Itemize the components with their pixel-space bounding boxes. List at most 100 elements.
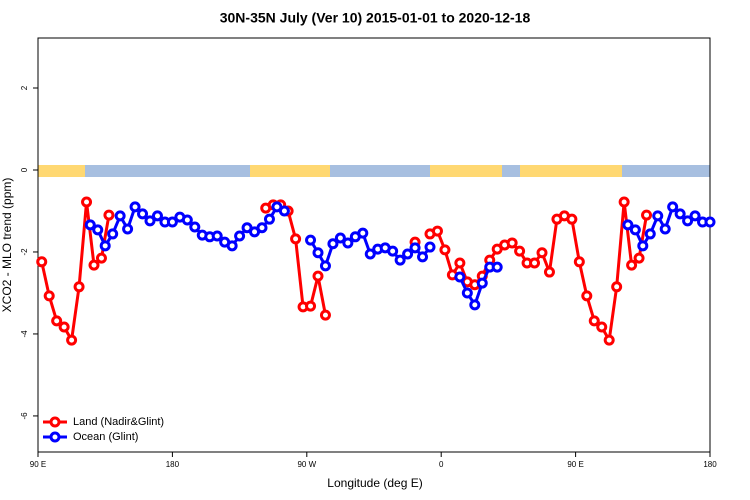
- y-tick-label: -2: [20, 248, 29, 256]
- data-point: [659, 223, 671, 235]
- data-point: [611, 281, 623, 293]
- data-point: [114, 210, 126, 222]
- y-axis-label: XCO2 - MLO trend (ppm): [0, 178, 14, 313]
- data-point: [543, 266, 555, 278]
- data-point: [364, 248, 376, 260]
- chart-title: 30N-35N July (Ver 10) 2015-01-01 to 2020…: [220, 10, 531, 26]
- data-point: [536, 247, 548, 259]
- data-point: [342, 237, 354, 249]
- data-point: [211, 230, 223, 242]
- data-point: [278, 205, 290, 217]
- data-point: [641, 209, 653, 221]
- data-point: [122, 223, 134, 235]
- data-point: [637, 240, 649, 252]
- land-strip: [520, 165, 622, 177]
- data-point: [334, 232, 346, 244]
- x-tick-label: 90 E: [567, 460, 583, 469]
- data-point: [95, 252, 107, 264]
- data-point: [476, 277, 488, 289]
- data-point: [88, 259, 100, 271]
- data-point: [58, 321, 70, 333]
- plot-frame: [37, 37, 711, 453]
- data-point: [402, 248, 414, 260]
- y-tick-label: 0: [20, 167, 29, 172]
- data-point: [394, 254, 406, 266]
- ocean-strip: [330, 165, 430, 177]
- data-point: [305, 300, 317, 312]
- data-point: [107, 228, 119, 240]
- data-point: [469, 299, 481, 311]
- data-point: [596, 321, 608, 333]
- data-point: [704, 216, 716, 228]
- data-point: [461, 287, 473, 299]
- data-point: [144, 215, 156, 227]
- y-tick-label: 2: [20, 85, 29, 90]
- y-tick-label: -4: [20, 330, 29, 338]
- x-tick-label: 180: [703, 460, 717, 469]
- data-point: [319, 260, 331, 272]
- data-point: [312, 270, 324, 282]
- data-point: [674, 208, 686, 220]
- x-tick-label: 90 E: [30, 460, 46, 469]
- ocean-strip: [502, 165, 520, 177]
- data-point: [573, 256, 585, 268]
- data-point: [234, 230, 246, 242]
- data-point: [588, 315, 600, 327]
- data-point: [529, 257, 541, 269]
- land-strip: [430, 165, 502, 177]
- ocean-strip: [622, 165, 710, 177]
- data-point: [357, 227, 369, 239]
- data-point: [103, 209, 115, 221]
- data-point: [682, 215, 694, 227]
- data-point: [431, 225, 443, 237]
- legend-label: Ocean (Glint): [73, 431, 138, 443]
- data-point: [99, 240, 111, 252]
- data-point: [51, 315, 63, 327]
- data-point: [622, 219, 634, 231]
- x-tick-label: 90 W: [297, 460, 316, 469]
- data-point: [263, 213, 275, 225]
- x-axis-label: Longitude (deg E): [327, 476, 422, 490]
- data-point: [43, 290, 55, 302]
- legend-marker: [49, 416, 61, 428]
- data-point: [633, 252, 645, 264]
- data-point: [137, 208, 149, 220]
- data-point: [491, 261, 503, 273]
- data-point: [81, 196, 93, 208]
- data-point: [305, 234, 317, 246]
- data-point: [644, 228, 656, 240]
- y-tick-label: -6: [20, 412, 29, 420]
- land-ocean-mask: [38, 165, 710, 177]
- x-tick-label: 180: [166, 460, 180, 469]
- data-point: [409, 242, 421, 254]
- data-point: [66, 334, 78, 346]
- data-point: [514, 245, 526, 257]
- data-point: [129, 201, 141, 213]
- data-point: [166, 216, 178, 228]
- data-point: [424, 241, 436, 253]
- data-point: [603, 334, 615, 346]
- land-strip: [250, 165, 330, 177]
- data-point: [667, 201, 679, 213]
- data-point: [439, 244, 451, 256]
- data-point: [454, 271, 466, 283]
- data-point: [454, 257, 466, 269]
- data-point: [181, 214, 193, 226]
- data-point: [581, 290, 593, 302]
- data-point: [151, 210, 163, 222]
- data-point: [189, 221, 201, 233]
- data-point: [92, 224, 104, 236]
- data-point: [312, 247, 324, 259]
- data-point: [84, 219, 96, 231]
- data-point: [626, 259, 638, 271]
- legend-label: Land (Nadir&Glint): [73, 416, 164, 428]
- land-strip: [38, 165, 85, 177]
- x-tick-label: 0: [439, 460, 444, 469]
- legend-marker: [49, 431, 61, 443]
- data-point: [689, 210, 701, 222]
- data-point: [629, 224, 641, 236]
- data-point: [290, 233, 302, 245]
- data-point: [417, 251, 429, 263]
